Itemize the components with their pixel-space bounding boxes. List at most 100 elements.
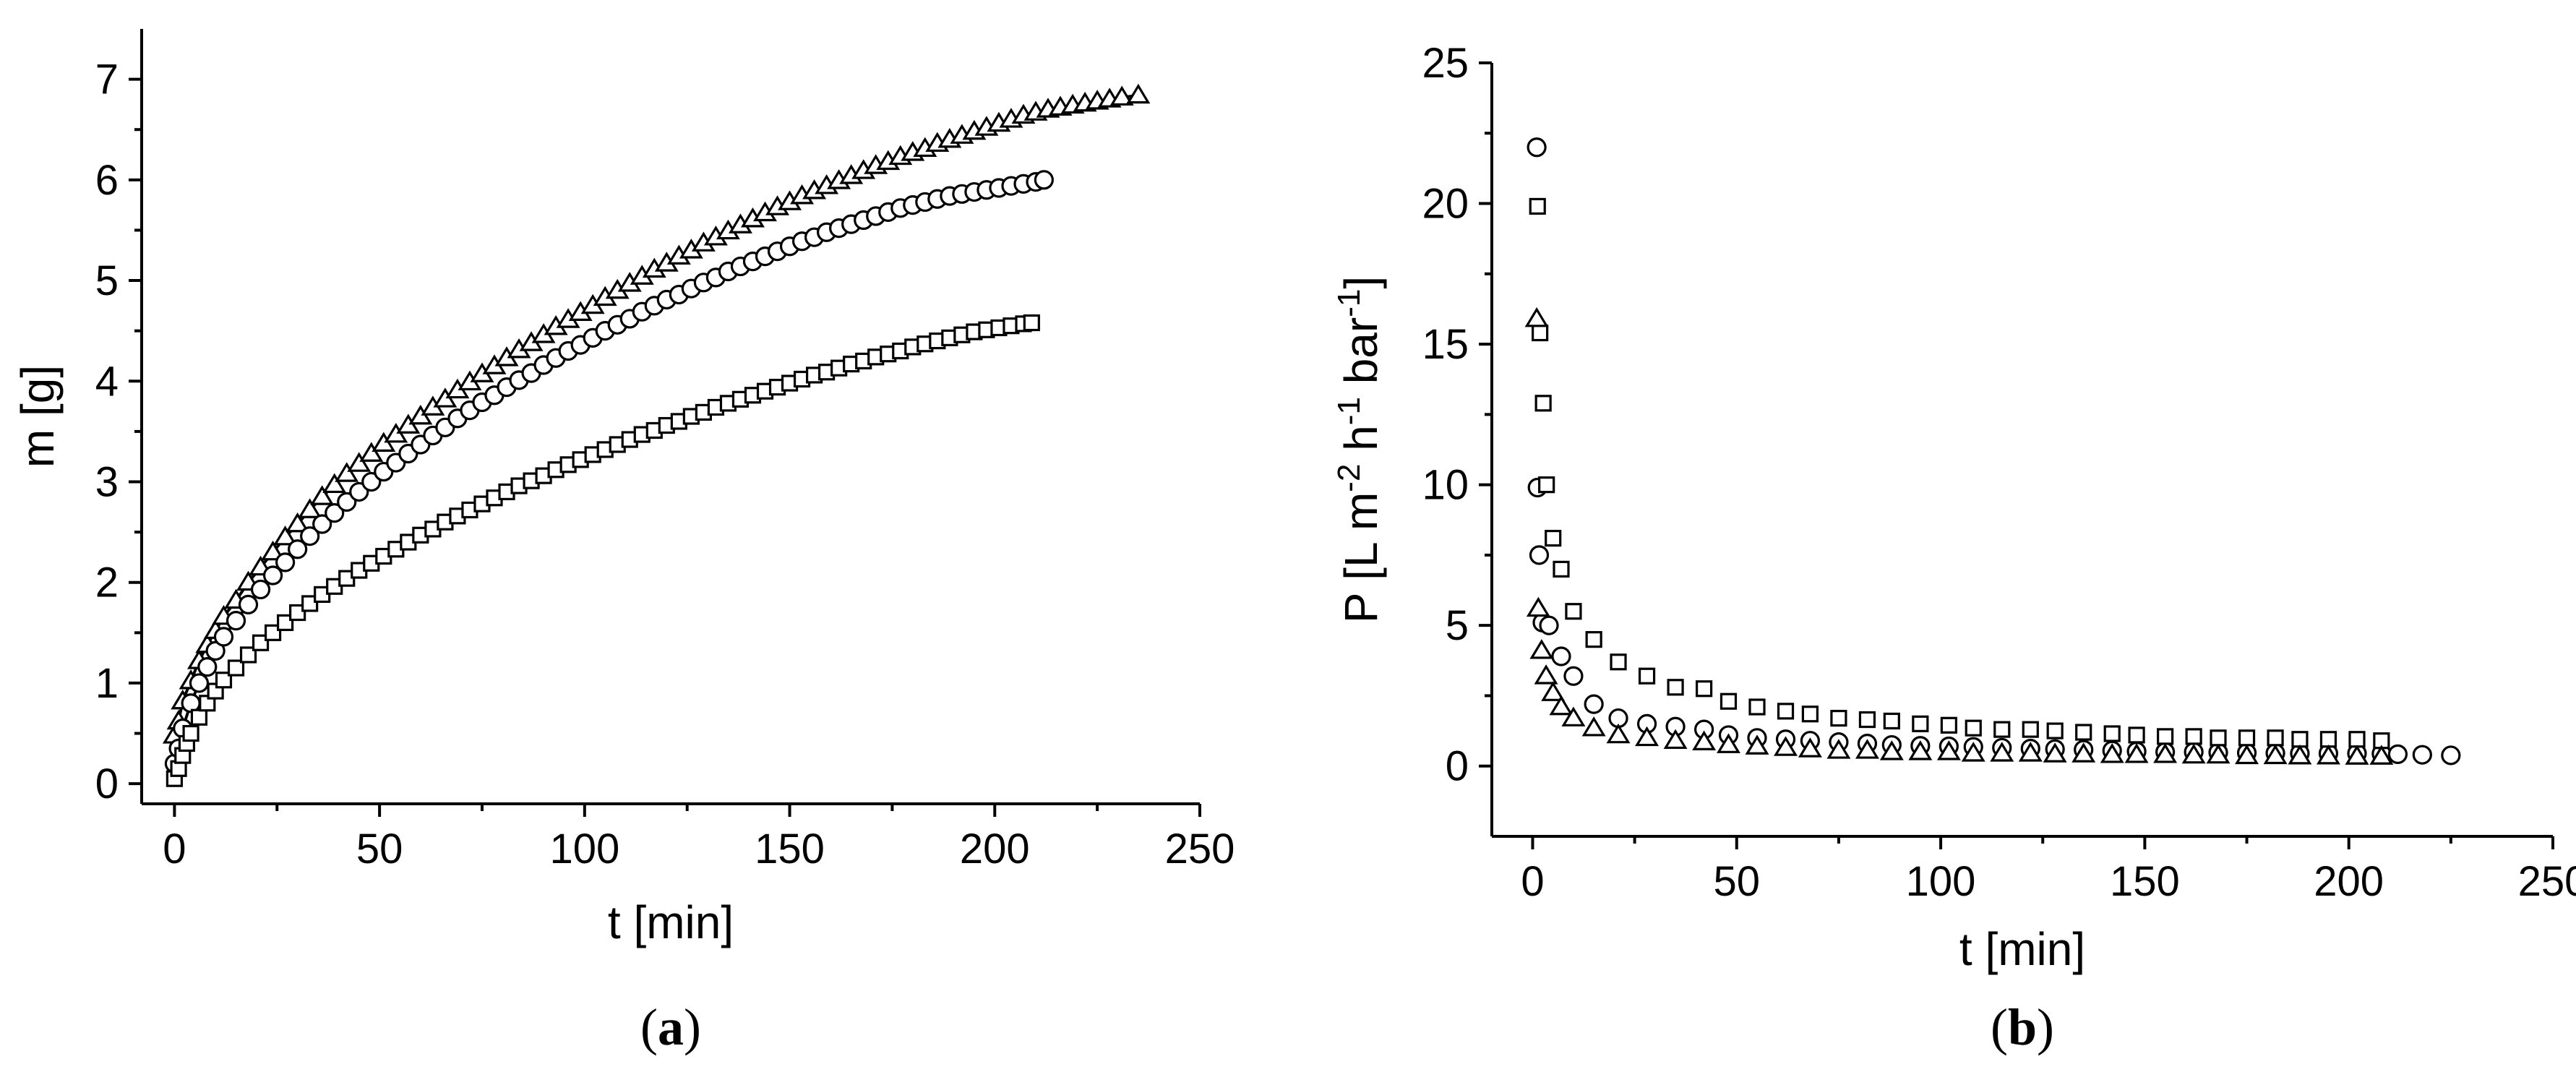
panel-b-data-point-triangle: [2345, 745, 2369, 765]
panel-b-data-point-square: [1638, 667, 1656, 685]
panel-a-x-axis-title: t [min]: [608, 896, 734, 948]
panel-a-data-point-square: [182, 724, 199, 742]
panel-b-data-point-square: [2291, 731, 2309, 748]
panel-b-data-point-square: [1965, 719, 1982, 737]
panel-a-data-point-circle: [325, 503, 345, 523]
panel-b-data-point-square: [1777, 703, 1795, 720]
panel-b-data-point-triangle: [1549, 695, 1573, 716]
panel-b-y-axis-title-part: h: [1335, 425, 1387, 463]
panel-a-data-point-circle: [1034, 170, 1054, 190]
panel-b-y-axis-title-part: ]: [1335, 276, 1387, 289]
panel-b-data-point-triangle: [1526, 596, 1550, 617]
panel-a-y-axis-title: m [g]: [12, 365, 64, 468]
panel-b-data-point-triangle: [1826, 739, 1851, 759]
panel-a-y-tick-label: 7: [95, 56, 119, 103]
panel-b-data-point-square: [2046, 722, 2064, 739]
panel-b-series-triangle: [1524, 306, 2394, 765]
panel-a-axes: 0 50 100 150 200 250 0 1 2 3 4 5 6 7: [95, 29, 1235, 872]
panel-a-data-point-triangle: [1126, 83, 1151, 104]
panel-a-data-point-circle: [288, 539, 308, 559]
panel-a-markers: [162, 83, 1151, 787]
panel-b-y-axis-title-part: -1: [1331, 289, 1367, 317]
panel-a-x-tick-label: 100: [549, 826, 619, 872]
panel-a-data-point-triangle: [285, 512, 310, 533]
panel-b-data-point-triangle: [1529, 639, 1554, 659]
panel-a-x-tick-label: 250: [1165, 826, 1235, 872]
panel-a-data-point-square: [252, 634, 270, 651]
panel-b-data-point-square: [1858, 711, 1876, 729]
panel-b-y-axis-title-part: bar: [1335, 317, 1387, 397]
panel-a-data-point-square: [289, 604, 306, 622]
panel-b-y-tick-label: 0: [1446, 743, 1469, 790]
panel-a-y-tick-label: 0: [95, 760, 119, 807]
panel-a-data-point-square: [190, 708, 208, 726]
panel-b-y-axis-title: P [L m-2 h-1 bar-1]: [1331, 276, 1388, 623]
panel-b-y-axis-title-part: P [L m: [1335, 492, 1387, 623]
panel-a-y-tick-label: 2: [95, 559, 119, 606]
panel-a-data-point-circle: [197, 657, 218, 677]
panel-b-data-point-triangle: [2100, 743, 2124, 763]
panel-b-data-point-circle: [2441, 745, 2461, 766]
panel-a-data-point-circle: [275, 552, 296, 573]
panel-a-data-point-triangle: [261, 540, 285, 561]
panel-b-data-point-triangle: [1561, 706, 1586, 726]
panel-b-data-point-square: [2210, 729, 2227, 747]
panel-b-data-point-triangle: [1717, 733, 1740, 753]
panel-b-data-point-triangle: [1581, 716, 1606, 737]
panel-a-data-point-circle: [312, 514, 332, 534]
panel-b-markers: [1524, 137, 2461, 766]
panel-b-data-point-triangle: [1692, 730, 1717, 751]
panel-b-data-point-triangle: [1936, 740, 1961, 760]
panel-b-data-point-circle: [1563, 666, 1584, 686]
panel-b-data-point-square: [1993, 721, 2011, 738]
panel-b-data-point-triangle: [1879, 740, 1904, 760]
panel-b-data-point-triangle: [2018, 742, 2043, 762]
panel-b-data-point-square: [2103, 725, 2121, 742]
panel-b-data-point-square: [1545, 529, 1562, 547]
panel-b-data-point-triangle: [1774, 736, 1798, 756]
panel-a-data-point-square: [277, 614, 294, 632]
panel-b-data-point-triangle: [2263, 744, 2288, 765]
panel-b-data-point-square: [1534, 395, 1552, 412]
panel-a-data-point-triangle: [347, 452, 372, 472]
panel-a-data-point-square: [1023, 314, 1040, 332]
panel-b-data-point-triangle: [1524, 306, 1549, 327]
panel-b-x-tick-label: 200: [2314, 858, 2384, 905]
panel-a-y-tick-label: 5: [95, 257, 119, 304]
panel-b-data-point-triangle: [2206, 743, 2231, 764]
panel-a-fit-line-circle: [173, 178, 1044, 764]
panel-b-x-tick-label: 0: [1521, 858, 1544, 905]
panel-b-data-point-triangle: [2288, 744, 2312, 765]
panel-b-data-point-triangle: [1534, 664, 1558, 685]
panel-a-data-point-circle: [250, 579, 271, 600]
panel-b-data-point-square: [2238, 729, 2256, 747]
panel-b-label-letter: b: [2008, 998, 2037, 1056]
panel-b-data-point-square: [2022, 721, 2039, 738]
panel-b-data-point-triangle: [1908, 740, 1933, 760]
panel-b-y-tick-label: 10: [1422, 462, 1469, 509]
panel-a-data-point-triangle: [359, 442, 384, 462]
panel-a-data-point-triangle: [310, 485, 335, 505]
panel-a-data-point-circle: [226, 611, 246, 631]
panel-b-x-tick-label: 250: [2518, 858, 2576, 905]
panel-b-data-point-square: [2128, 726, 2145, 744]
panel-b-data-point-square: [1532, 324, 1549, 342]
panel-b-data-point-square: [1912, 715, 1929, 732]
panel-b-data-point-square: [2157, 728, 2174, 745]
panel-b-data-point-square: [2348, 731, 2366, 748]
panel-a-y-tick-label: 1: [95, 660, 119, 707]
panel-b-data-point-square: [1667, 679, 1684, 696]
panel-b-data-point-square: [2267, 729, 2284, 747]
panel-b-data-point-square: [1748, 698, 1766, 716]
panel-a-data-point-square: [215, 672, 233, 689]
panel-b-y-tick-label: 5: [1446, 602, 1469, 649]
panel-b-y-axis-title-part: -2: [1331, 464, 1367, 492]
panel-b-y-tick-label: 20: [1422, 181, 1469, 228]
panel-b-data-point-circle: [2412, 745, 2432, 765]
panel-b-data-point-triangle: [2369, 745, 2394, 765]
panel-a-data-point-triangle: [322, 473, 347, 494]
panel-a-x-tick-label: 200: [960, 826, 1030, 872]
panel-b-data-point-square: [1801, 706, 1819, 723]
panel-a-series-circle: [164, 170, 1054, 773]
panel-a-y-tick-label: 4: [95, 358, 119, 405]
